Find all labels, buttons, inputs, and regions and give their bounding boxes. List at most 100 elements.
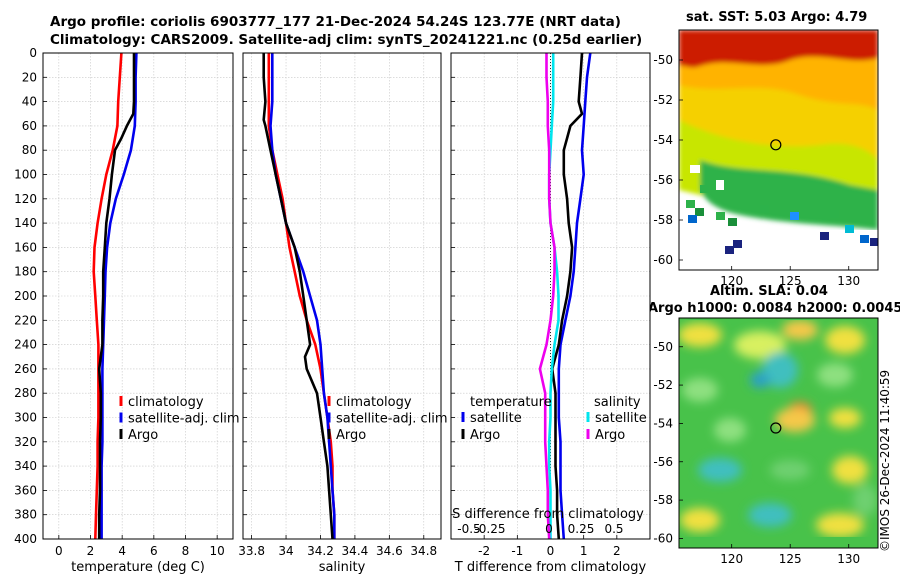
sst-pixel [725, 246, 734, 254]
x-tick-label: 4 [118, 544, 126, 558]
map-frame [678, 317, 879, 549]
legend-label: climatology [128, 395, 204, 410]
sst-pixel [820, 232, 829, 240]
sla-blob [714, 418, 746, 442]
x-axis-label: temperature (deg C) [71, 560, 205, 575]
sst-map: -50 -52 -54 -56 -58 -60 120 125 130 [653, 29, 879, 288]
sst-pixel [688, 215, 697, 223]
legend-label: satellite [595, 411, 647, 426]
argo-position-marker [770, 139, 782, 151]
series-line-s-argo [538, 53, 556, 540]
sla-blob [832, 456, 868, 484]
map-y-tick-label: -60 [653, 531, 673, 545]
plot-frame [242, 52, 442, 540]
sst-pixel [830, 210, 839, 218]
series-line-s-satellite [547, 53, 560, 539]
y-tick-label: 240 [14, 338, 37, 352]
sla-blob [698, 458, 742, 482]
series-line-satellite-adj-clim [100, 52, 138, 539]
map-y-tick-label: -50 [653, 53, 673, 67]
figure-title-line2: Climatology: CARS2009. Satellite-adj cli… [50, 32, 643, 48]
top-x-tick-label: -0.5 [457, 522, 480, 536]
x-axis-label: T difference from climatology [454, 560, 647, 575]
legend-heading-temperature: temperature [470, 395, 552, 410]
y-tick-label: 220 [14, 313, 37, 327]
sst-pixel [728, 218, 737, 226]
sla-blob [770, 460, 810, 480]
map-y-tick-label: -56 [653, 455, 673, 469]
map-y-tick-label: -58 [653, 493, 673, 507]
plot-area [43, 53, 233, 539]
y-tick-label: 40 [22, 95, 37, 109]
map-frame [678, 29, 879, 271]
x-tick-label: 8 [182, 544, 190, 558]
map-x-tick-label: 130 [837, 552, 860, 566]
argo-position-marker [770, 422, 782, 434]
y-tick-label: 300 [14, 411, 37, 425]
legend-heading-salinity: salinity [594, 395, 641, 410]
salinity-panel: 33.8 34 34.2 34.4 34.6 34.8 salinity climatolog… [238, 52, 448, 575]
figure-title-line1: Argo profile: coriolis 6903777_177 21-De… [50, 14, 621, 30]
sla-blob [817, 363, 853, 387]
sla-map-title: Altim. SLA: 0.04 [710, 284, 828, 299]
y-tick-label: 340 [14, 459, 37, 473]
x-tick-label: 0 [547, 544, 555, 558]
y-tick-label: 400 [14, 532, 37, 546]
x-tick-label: 33.8 [238, 544, 265, 558]
plot-frame [42, 52, 234, 540]
map-y-tick-label: -54 [653, 133, 673, 147]
x-tick-label: 34.8 [410, 544, 437, 558]
sla-field [679, 320, 877, 537]
x-tick-label: 10 [210, 544, 225, 558]
sla-blob [734, 331, 786, 359]
sst-pixel [716, 180, 724, 190]
y-tick-label: 140 [14, 216, 37, 230]
legend-label: satellite-adj. clim [336, 412, 448, 427]
y-tick-label: 0 [29, 46, 37, 60]
sla-blob [762, 352, 798, 388]
top-x-tick-label: -0.25 [474, 522, 505, 536]
map-y-tick-label: -58 [653, 213, 673, 227]
x-tick-label: -2 [478, 544, 490, 558]
series-line-argo [262, 53, 334, 540]
top-x-tick-label: 0 [545, 522, 553, 536]
y-tick-label: 280 [14, 386, 37, 400]
series-line-argo [97, 53, 136, 539]
map-x-tick-label: 125 [779, 274, 802, 288]
sst-band [679, 30, 878, 68]
sla-blob [782, 320, 818, 340]
sst-pixel [860, 235, 869, 243]
x-tick-label: 34.6 [376, 544, 403, 558]
x-tick-label: -1 [511, 544, 523, 558]
top-x-tick-label: 0.5 [604, 522, 623, 536]
sla-blob [680, 508, 720, 532]
legend-label: satellite [470, 411, 522, 426]
sst-pixel [695, 208, 704, 216]
map-y-tick-label: -56 [653, 173, 673, 187]
x-tick-label: 34 [278, 544, 293, 558]
y-tick-label: 20 [22, 70, 37, 84]
sla-blob [816, 513, 864, 537]
credit-text: ©IMOS 26-Dec-2024 11:40:59 [878, 369, 892, 552]
y-tick-label: 320 [14, 435, 37, 449]
sst-pixel [690, 165, 700, 173]
x-tick-label: 6 [150, 544, 158, 558]
map-x-tick-label: 120 [720, 274, 743, 288]
top-x-axis-label: S difference from climatology [452, 507, 644, 522]
x-tick-label: 34.4 [342, 544, 369, 558]
y-tick-label: 60 [22, 119, 37, 133]
difference-panel: -2 -1 0 1 2 T difference from climatology temp… [450, 52, 651, 575]
sla-blob [825, 326, 865, 354]
sla-blob [853, 484, 877, 516]
legend-label: Argo [128, 428, 158, 443]
sla-blob [775, 408, 815, 432]
y-tick-label: 360 [14, 483, 37, 497]
y-tick-label: 200 [14, 289, 37, 303]
y-tick-label: 160 [14, 240, 37, 254]
map-x-tick-label: 120 [720, 552, 743, 566]
map-x-tick-label: 130 [837, 274, 860, 288]
y-tick-label: 100 [14, 168, 37, 182]
legend-label: Argo [336, 428, 366, 443]
sst-pixel [686, 200, 695, 208]
